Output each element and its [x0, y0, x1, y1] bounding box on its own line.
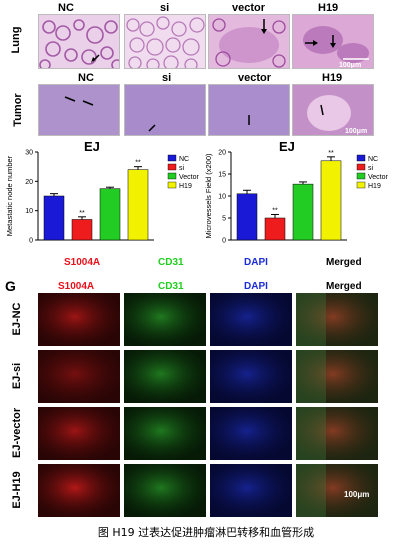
legend-swatch: [356, 163, 366, 171]
col-label-h19-tumor: H19: [322, 72, 343, 84]
col-label-nc-tumor: NC: [78, 72, 94, 84]
stain-label-cd31-upper: CD31: [158, 257, 184, 268]
y-tick-label: 20: [25, 179, 33, 186]
legend-swatch: [167, 181, 177, 189]
he-lung-si: [124, 14, 206, 69]
y-tick-label: 10: [218, 194, 226, 201]
legend-label: H19: [179, 183, 192, 190]
legend-label: H19: [368, 183, 381, 190]
chart-metastatic: EJ 0 10 20 30 Metastatic node number ** ** NC si V…: [0, 139, 205, 252]
bar-vector: [99, 188, 121, 241]
fluorescence-ej-h19-s1004a: [38, 464, 120, 517]
y-tick-label: 0: [222, 238, 226, 245]
legend-label: Vector: [179, 174, 200, 181]
legend-swatch: [356, 181, 366, 189]
col-label-nc-top: NC: [58, 2, 74, 14]
stain-label-merged: Merged: [326, 281, 362, 292]
scale-bar-he-tumor: 100μm: [345, 128, 367, 135]
fluorescence-ej-h19-cd31: [124, 464, 206, 517]
fluorescence-ej-vector-s1004a: [38, 407, 120, 460]
legend-swatch: [356, 172, 366, 180]
chart-title: EJ: [84, 140, 100, 154]
col-label-si-tumor: si: [162, 72, 172, 84]
significance-mark: **: [328, 150, 334, 157]
y-tick-label: 30: [25, 150, 33, 157]
y-tick-label: 5: [222, 216, 226, 223]
y-axis-label: Metastatic node number: [5, 155, 14, 236]
bar-si: [264, 217, 286, 241]
he-tumor-si: [124, 84, 206, 136]
fluorescence-ej-si-merged: [296, 350, 378, 403]
stain-label-dapi-upper: DAPI: [244, 257, 268, 268]
chart-microvessels: EJ 0 5 10 15 20 Microvessels Field (x200) ** ** N…: [204, 139, 412, 252]
fluorescence-ej-nc-merged: [296, 293, 378, 346]
bar-h19: [320, 160, 342, 241]
y-tick-label: 10: [25, 208, 33, 215]
row-label-ej-si: EJ-si: [11, 362, 23, 390]
he-lung-nc: [38, 14, 120, 69]
fluorescence-ej-h19-merged: [296, 464, 378, 517]
row-label-ej-nc: EJ-NC: [11, 302, 23, 336]
stain-label-cd31: CD31: [158, 281, 184, 292]
panel-letter-g: G: [5, 278, 16, 294]
row-label-tumor: Tumor: [12, 93, 24, 127]
bar-nc: [43, 195, 65, 241]
bar-h19: [127, 169, 149, 241]
fluorescence-ej-nc-s1004a: [38, 293, 120, 346]
stain-label-s1004a: S1004A: [58, 281, 95, 292]
row-label-ej-vector: EJ-vector: [11, 407, 23, 458]
fluorescence-ej-vector-cd31: [124, 407, 206, 460]
he-tumor-nc: [38, 84, 120, 136]
scale-bar-fluorescence: 100μm: [344, 490, 370, 499]
bar-si: [71, 219, 93, 241]
legend-swatch: [167, 163, 177, 171]
col-label-si-top: si: [160, 2, 170, 14]
fluorescence-ej-vector-merged: [296, 407, 378, 460]
legend-label: NC: [179, 156, 189, 163]
legend-swatch: [167, 172, 177, 180]
he-lung-vector: [208, 14, 290, 69]
bar-vector: [292, 183, 314, 241]
figure-caption: 图 H19 过表达促进肿瘤淋巴转移和血管形成: [97, 526, 315, 539]
col-label-h19-top: H19: [318, 2, 339, 14]
fluorescence-ej-nc-dapi: [210, 293, 292, 346]
stain-label-dapi: DAPI: [244, 281, 268, 292]
fluorescence-ej-si-s1004a: [38, 350, 120, 403]
y-axis-label: Microvessels Field (x200): [205, 153, 213, 239]
legend-label: NC: [368, 156, 378, 163]
chart-title: EJ: [279, 140, 295, 154]
he-lung-h19: 100μm: [292, 14, 374, 69]
chart-microvessels-svg: EJ 0 5 10 15 20 Microvessels Field (x200) ** ** N…: [204, 139, 389, 245]
legend-swatch: [356, 154, 366, 162]
legend-label: Vector: [368, 174, 389, 181]
y-tick-label: 0: [29, 238, 33, 245]
scale-bar-he-top: 100μm: [339, 62, 361, 69]
bar-nc: [236, 193, 258, 241]
stain-label-s1004a-upper: S1004A: [64, 257, 101, 268]
he-tumor-h19: 100μm: [292, 84, 374, 136]
fluorescence-ej-h19-dapi: [210, 464, 292, 517]
row-label-ej-h19: EJ-H19: [11, 471, 23, 509]
significance-mark: **: [272, 207, 278, 214]
y-tick-label: 15: [218, 172, 226, 179]
col-label-vector-top: vector: [232, 2, 266, 14]
he-tumor-vector: [208, 84, 290, 136]
fluorescence-ej-nc-cd31: [124, 293, 206, 346]
fluorescence-ej-si-cd31: [124, 350, 206, 403]
stain-label-merged-upper: Merged: [326, 257, 362, 268]
col-label-vector-tumor: vector: [238, 72, 272, 84]
y-tick-label: 20: [218, 150, 226, 157]
significance-mark: **: [79, 210, 85, 217]
legend-swatch: [167, 154, 177, 162]
fluorescence-ej-si-dapi: [210, 350, 292, 403]
legend-label: si: [179, 165, 185, 172]
row-label-lung: Lung: [10, 26, 22, 54]
chart-metastatic-svg: EJ 0 10 20 30 Metastatic node number ** ** NC si V…: [5, 139, 200, 245]
legend-label: si: [368, 165, 374, 172]
fluorescence-ej-vector-dapi: [210, 407, 292, 460]
significance-mark: **: [135, 160, 141, 167]
